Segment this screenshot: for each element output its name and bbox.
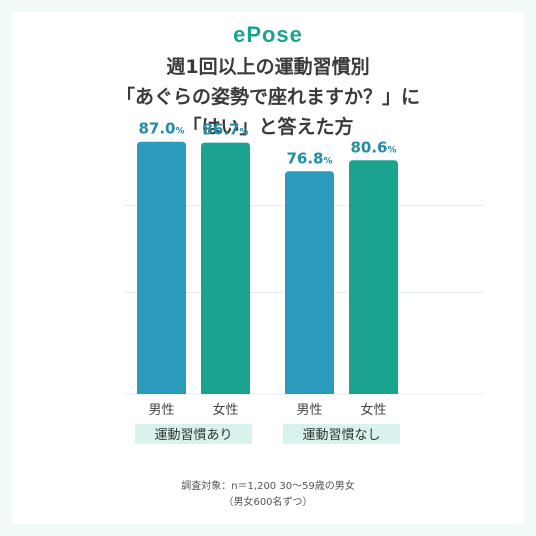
footnote-line-2: （男女600名ずつ） [223,497,313,508]
group-band-2 [283,424,400,444]
category-label-2-1: 男性 [296,403,322,418]
value-label-1-2: 86.7% [202,121,248,139]
title-line-2: 「あぐらの姿勢で座れますか？」に [115,86,420,108]
group-label-1: 運動習慣あり [154,427,232,443]
value-label-2-2: 80.6% [350,138,396,156]
group-band-1 [135,424,252,444]
group-label-2: 運動習慣なし [302,427,380,443]
category-label-1-2: 女性 [212,402,238,418]
bar-1-male [137,141,186,394]
chart-title: 週1回以上の運動習慣別 「あぐらの姿勢で座れますか？」に 「はい」と答えた方 [12,52,524,142]
value-label-1-1: 87.0% [138,120,184,138]
category-label-1-1: 男性 [148,403,174,418]
bar-2-female [349,160,398,394]
title-line-3: 「はい」と答えた方 [182,116,354,138]
category-label-2-2: 女性 [360,402,386,418]
brand-logo: ePose [233,22,303,47]
footnote: 調査対象：n＝1,200 30〜59歳の男女 （男女600名ずつ） [12,479,524,511]
infographic-card: ePose 週1回以上の運動習慣別 「あぐらの姿勢で座れますか？」に 「はい」と… [12,12,524,524]
footnote-line-1: 調査対象：n＝1,200 30〜59歳の男女 [181,481,355,492]
bar-2-male [285,171,334,394]
value-label-2-1: 76.8% [286,149,332,167]
bar-1-female [201,142,250,394]
title-line-1: 週1回以上の運動習慣別 [166,56,370,78]
